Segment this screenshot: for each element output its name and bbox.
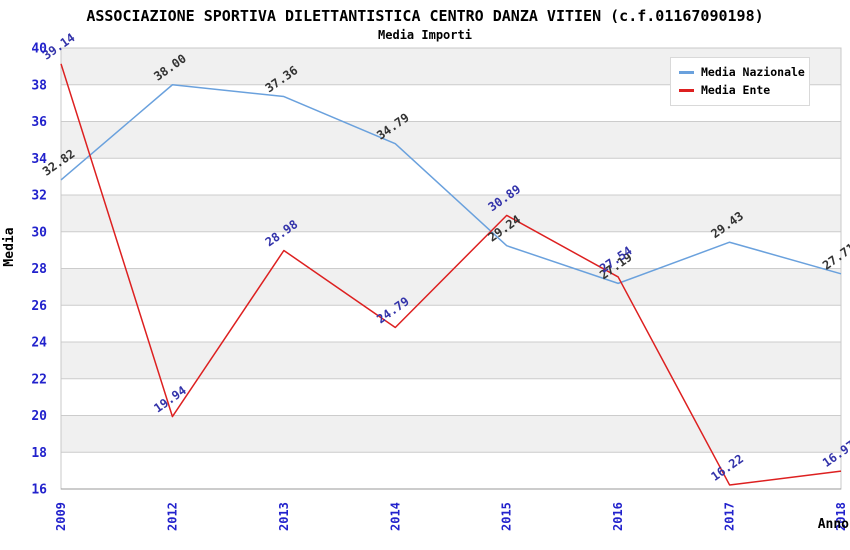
y-tick-label: 26: [31, 299, 47, 314]
data-label-media-nazionale: 27.71: [820, 240, 850, 272]
x-tick-label: 2018: [834, 502, 848, 531]
x-tick-label: 2012: [165, 502, 179, 531]
legend-label-media-ente: Media Ente: [701, 83, 771, 97]
legend-item-media-ente: Media Ente: [671, 81, 809, 99]
legend: Media Nazionale Media Ente: [670, 57, 810, 106]
legend-swatch-media-ente: [679, 88, 694, 92]
y-tick-label: 40: [31, 42, 47, 57]
y-tick-label: 32: [31, 189, 47, 204]
grid-band: [61, 121, 841, 159]
y-tick-label: 20: [31, 409, 47, 424]
x-tick-label: 2014: [388, 502, 402, 531]
y-tick-label: 30: [31, 225, 47, 240]
grid-band: [61, 268, 841, 306]
series-line-media-nazionale: [60, 84, 842, 285]
x-tick-label: 2015: [500, 502, 514, 531]
y-tick-label: 24: [31, 336, 47, 351]
series-line-media-ente: [60, 63, 842, 486]
legend-label-media-nazionale: Media Nazionale: [701, 65, 805, 79]
y-axis-title: Media: [2, 227, 17, 266]
x-tick-label: 2009: [54, 502, 68, 531]
x-tick-label: 2016: [611, 502, 625, 531]
legend-swatch-media-nazionale: [679, 70, 694, 74]
x-tick-label: 2017: [723, 502, 737, 531]
y-tick-label: 16: [31, 483, 47, 498]
grid-band: [61, 195, 841, 232]
y-tick-label: 22: [31, 372, 47, 387]
chart-title: ASSOCIAZIONE SPORTIVA DILETTANTISTICA CE…: [86, 7, 764, 25]
y-tick-label: 18: [31, 446, 47, 461]
x-axis-title: Anno: [818, 517, 849, 532]
y-tick-label: 36: [31, 115, 47, 130]
legend-item-media-nazionale: Media Nazionale: [671, 63, 809, 81]
grid-band: [61, 415, 841, 453]
grid-band: [61, 342, 841, 379]
y-tick-label: 38: [31, 78, 47, 93]
chart-subtitle: Media Importi: [378, 28, 472, 42]
x-tick-label: 2013: [277, 502, 291, 531]
y-tick-label: 34: [31, 152, 47, 167]
y-tick-label: 28: [31, 262, 47, 277]
